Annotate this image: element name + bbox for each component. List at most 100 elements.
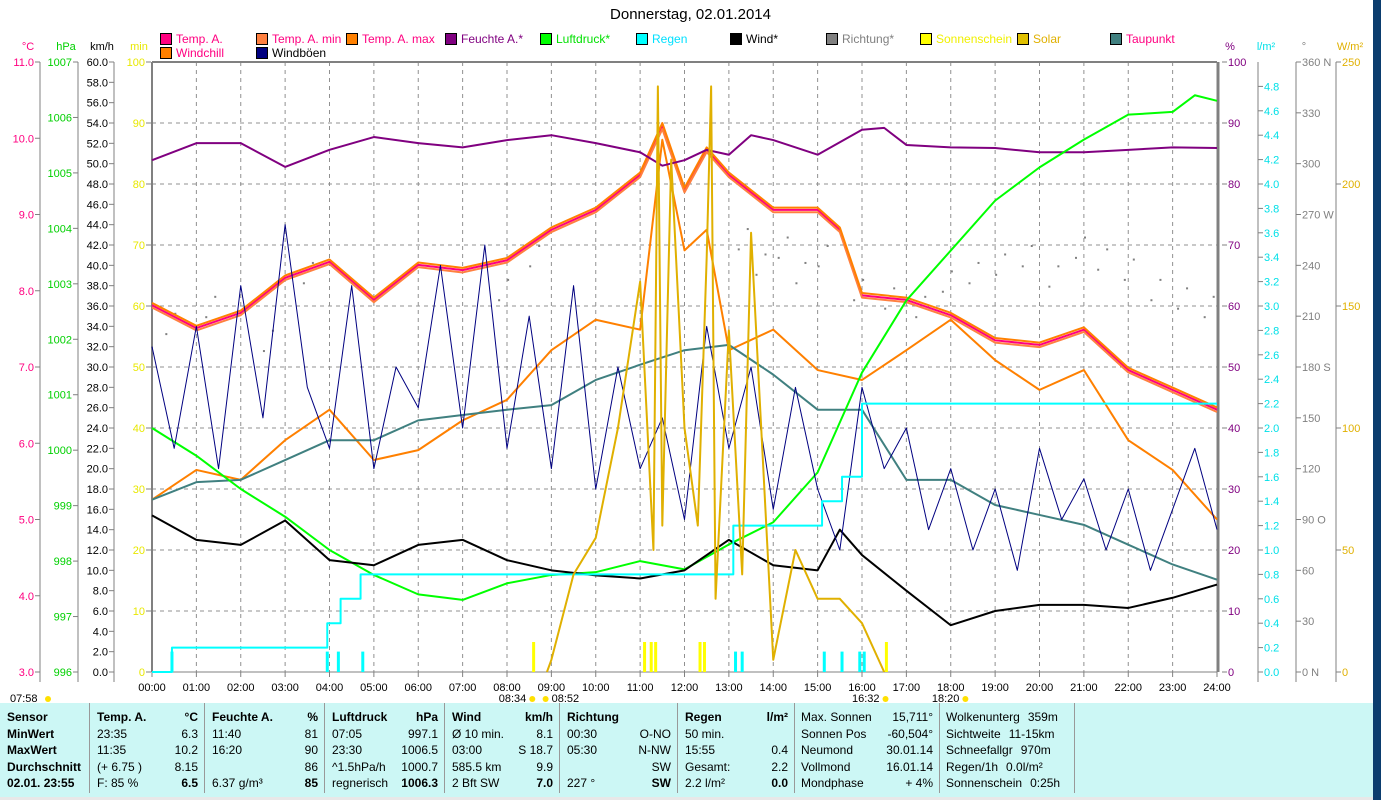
sunshine-bar bbox=[654, 642, 658, 672]
x-tick-label: 23:00 bbox=[1159, 682, 1187, 694]
axis-tick-label: 0.8 bbox=[1264, 569, 1279, 581]
table-label: (+ 6.75 ) bbox=[97, 759, 143, 774]
table-row: Luftdruck hPa bbox=[332, 709, 438, 726]
axis-tick-label: 120 bbox=[1302, 464, 1320, 476]
table-row: Wind km/h bbox=[452, 709, 553, 726]
table-row: 02.01. 23:55 bbox=[7, 775, 83, 792]
table-label: 05:30 bbox=[567, 743, 598, 757]
table-label: Richtung bbox=[567, 710, 619, 724]
axis-tick-label: 8.0 bbox=[93, 586, 108, 598]
direction-point bbox=[165, 333, 168, 336]
axis-tick-label: 26.0 bbox=[87, 403, 108, 415]
direction-point bbox=[941, 290, 944, 293]
axis-tick-label: 10 bbox=[133, 606, 145, 618]
axis-tick-label: 2.2 bbox=[1264, 399, 1279, 411]
x-tick-label: 02:00 bbox=[227, 682, 255, 694]
axis-tick-label: 34.0 bbox=[87, 321, 108, 333]
direction-point bbox=[1203, 316, 1206, 319]
table-label: Neumond bbox=[801, 743, 854, 757]
axis-tick-label: 58.0 bbox=[87, 77, 108, 89]
direction-point bbox=[538, 245, 541, 247]
table-label: 03:00 bbox=[452, 743, 483, 757]
axis-tick-label: 240 bbox=[1302, 260, 1320, 272]
table-value: 9.9 bbox=[536, 759, 553, 774]
x-tick-label: 08:00 bbox=[493, 682, 521, 694]
axis-tick-label: 10.0 bbox=[13, 133, 34, 145]
direction-point bbox=[1004, 253, 1007, 256]
table-row: F: 85 % 6.5 bbox=[97, 775, 198, 792]
axis-tick-label: 0 bbox=[139, 667, 145, 679]
series-regen bbox=[152, 402, 1217, 673]
legend-item: Temp. A. bbox=[160, 32, 223, 46]
table-row: 07:05 997.1 bbox=[332, 726, 438, 743]
axis-tick-label: 38.0 bbox=[87, 281, 108, 293]
axis-tick-label: 44.0 bbox=[87, 220, 108, 232]
axis-tick-label: 3.6 bbox=[1264, 228, 1279, 240]
x-tick-label: 07:00 bbox=[449, 682, 477, 694]
table-row: Ø 10 min. 8.1 bbox=[452, 726, 553, 743]
sunshine-bar bbox=[698, 642, 702, 672]
direction-point bbox=[950, 270, 953, 273]
table-column: Feuchte A.% 11:40 81 16:20 90 86 6.37 g/m³ 85 bbox=[205, 703, 325, 793]
table-value: hPa bbox=[415, 710, 438, 724]
table-value: O-NO bbox=[639, 726, 671, 741]
axis-tick-label: 40 bbox=[1228, 423, 1240, 435]
sunshine-bar bbox=[649, 642, 653, 672]
table-label: MinWert bbox=[7, 726, 55, 741]
legend-swatch-icon bbox=[826, 33, 838, 45]
axis-tick-label: 0 bbox=[1228, 667, 1234, 679]
axis-tick-label: 4.8 bbox=[1264, 81, 1279, 93]
direction-point bbox=[529, 265, 532, 268]
table-label: Mondphase bbox=[801, 776, 864, 790]
axis-tick-label: 22.0 bbox=[87, 443, 108, 455]
table-value: 997.1 bbox=[407, 726, 438, 741]
axis-tick-label: 0 N bbox=[1302, 667, 1319, 679]
series-temp-a-max bbox=[151, 122, 1218, 409]
direction-point bbox=[795, 282, 798, 285]
legend-item: Solar bbox=[1017, 32, 1061, 46]
axis-tick-label: 10.0 bbox=[87, 565, 108, 577]
legend-item: Temp. A. max bbox=[346, 32, 435, 46]
axis-tick-label: 50 bbox=[1228, 362, 1240, 374]
axis-tick-label: 4.4 bbox=[1264, 130, 1279, 142]
axis-tick-label: 12.0 bbox=[87, 545, 108, 557]
table-value: 7.0 bbox=[536, 776, 553, 790]
series-taupunkt bbox=[151, 343, 1218, 581]
table-row: 23:30 1006.5 bbox=[332, 742, 438, 759]
table-value: 0.0 bbox=[771, 776, 788, 790]
axis-tick-label: 70 bbox=[133, 240, 145, 252]
legend-swatch-icon bbox=[445, 33, 457, 45]
axis-tick-label: 2.4 bbox=[1264, 374, 1279, 386]
axis-tick-label: 30 bbox=[1302, 616, 1314, 628]
direction-point bbox=[786, 236, 789, 239]
x-tick-label: 11:00 bbox=[627, 682, 654, 694]
table-row: Mondphase + 4% bbox=[801, 775, 933, 792]
table-label: Regen bbox=[685, 710, 722, 724]
table-row: Richtung bbox=[567, 709, 671, 726]
table-label: 227 ° bbox=[567, 776, 596, 790]
legend-swatch-icon bbox=[1017, 33, 1029, 45]
direction-point bbox=[1048, 285, 1051, 288]
direction-point bbox=[804, 261, 807, 264]
axis-tick-label: 300 bbox=[1302, 159, 1320, 171]
table-value: 15,711° bbox=[892, 710, 933, 724]
table-label: Sichtweite bbox=[946, 726, 1001, 741]
rain-bar bbox=[822, 651, 826, 672]
axis-tick-label: 1000 bbox=[48, 445, 72, 457]
axis-tick-label: 8.0 bbox=[19, 286, 34, 298]
axis-tick-label: 11.0 bbox=[13, 57, 34, 69]
direction-point bbox=[1030, 245, 1033, 247]
axis-tick-label: 1.6 bbox=[1264, 472, 1279, 484]
x-tick-label: 03:00 bbox=[271, 682, 299, 694]
sun-event-icon bbox=[962, 696, 969, 702]
table-label: 6.37 g/m³ bbox=[212, 776, 263, 790]
axis-tick-label: 10 bbox=[1228, 606, 1240, 618]
direction-point bbox=[968, 282, 971, 285]
axis-tick-label: 0.0 bbox=[1264, 667, 1279, 679]
table-row: Sonnen Pos -60,504° bbox=[801, 726, 933, 743]
axis-tick-label: 996 bbox=[54, 667, 72, 679]
direction-point bbox=[755, 273, 758, 276]
axis-tick-label: 360 N bbox=[1302, 57, 1331, 69]
direction-point bbox=[737, 248, 740, 251]
axis-tick-label: 4.0 bbox=[93, 626, 108, 638]
